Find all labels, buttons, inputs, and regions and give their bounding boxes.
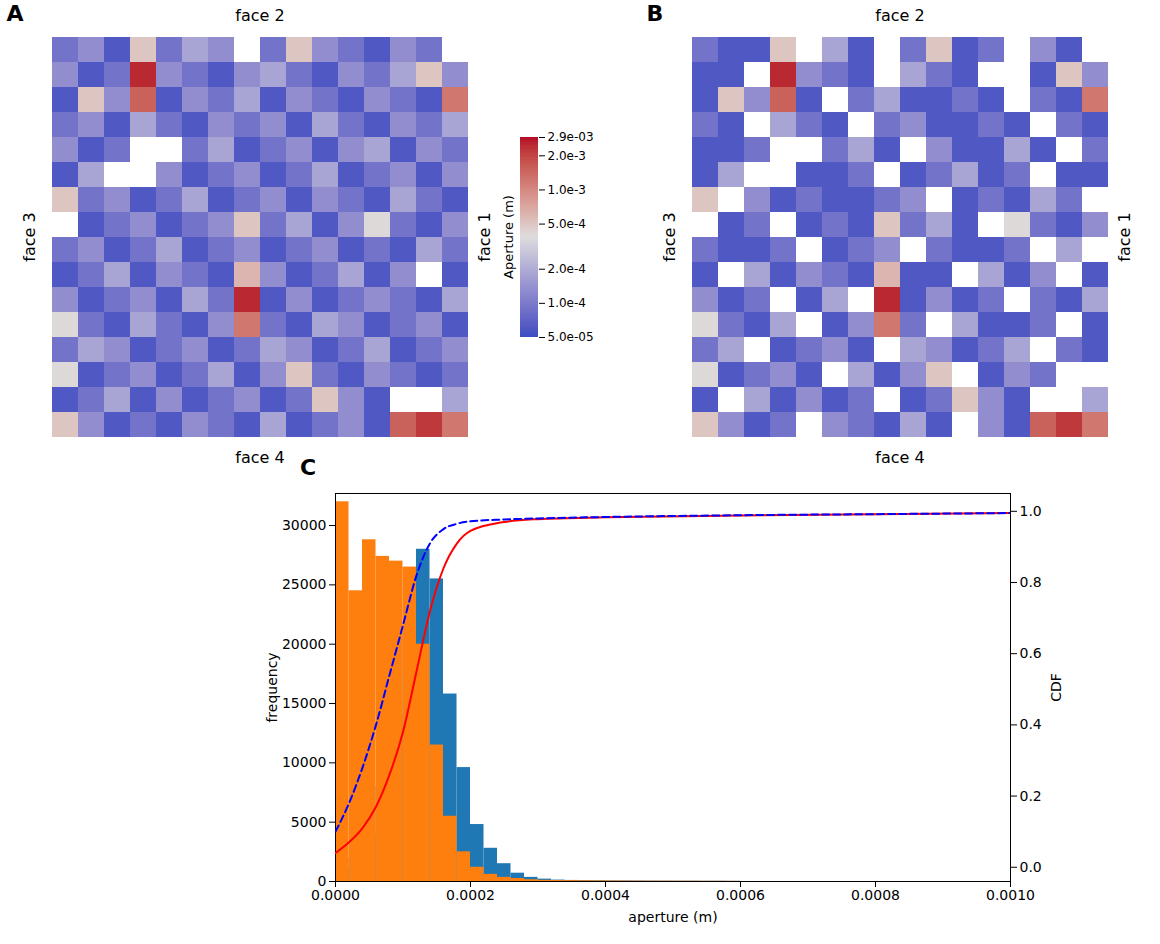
svg-text:0: 0 [317,873,327,889]
svg-text:10000: 10000 [282,754,327,770]
svg-text:1.0: 1.0 [1020,503,1042,519]
html-text:B: B [646,1,664,26]
html-text:face 4: face 4 [875,448,925,467]
svg-text:aperture (m): aperture (m) [628,909,717,925]
svg-text:1.0e-3: 1.0e-3 [548,183,586,197]
svg-text:5000: 5000 [291,814,327,830]
svg-text:0.0008: 0.0008 [851,887,900,903]
svg-text:0.8: 0.8 [1020,574,1042,590]
svg-text:30000: 30000 [282,517,327,533]
svg-text:5.0e-05: 5.0e-05 [548,330,594,344]
svg-text:CDF: CDF [1048,673,1064,702]
html-text:face 1: face 1 [475,212,494,262]
html-text:A: A [6,1,24,26]
html-text:face 2: face 2 [235,6,285,25]
html-text:face 3: face 3 [660,212,679,262]
svg-text:0.0002: 0.0002 [446,887,495,903]
svg-text:1.0e-4: 1.0e-4 [548,296,586,310]
svg-text:0.0004: 0.0004 [581,887,630,903]
svg-text:2.9e-03: 2.9e-03 [548,130,594,144]
svg-text:0.0: 0.0 [1020,859,1042,875]
svg-text:20000: 20000 [282,636,327,652]
svg-text:25000: 25000 [282,576,327,592]
svg-text:0.2: 0.2 [1020,788,1042,804]
html-text:face 3: face 3 [20,212,39,262]
svg-text:0.0010: 0.0010 [986,887,1035,903]
svg-text:frequency: frequency [264,652,280,722]
html-text:C: C [299,455,317,480]
svg-text:0.0000: 0.0000 [311,887,360,903]
html-text:face 1: face 1 [1115,212,1134,262]
html-text:Aperture (m): Aperture (m) [500,195,516,279]
html-text:face 2: face 2 [875,6,925,25]
html-text:face 4: face 4 [235,448,285,467]
svg-text:2.0e-4: 2.0e-4 [548,262,586,276]
svg-text:15000: 15000 [282,695,327,711]
svg-text:5.0e-4: 5.0e-4 [548,217,586,231]
svg-text:0.0006: 0.0006 [716,887,765,903]
svg-text:2.0e-3: 2.0e-3 [548,149,586,163]
svg-text:0.4: 0.4 [1020,716,1042,732]
svg-text:0.6: 0.6 [1020,645,1042,661]
